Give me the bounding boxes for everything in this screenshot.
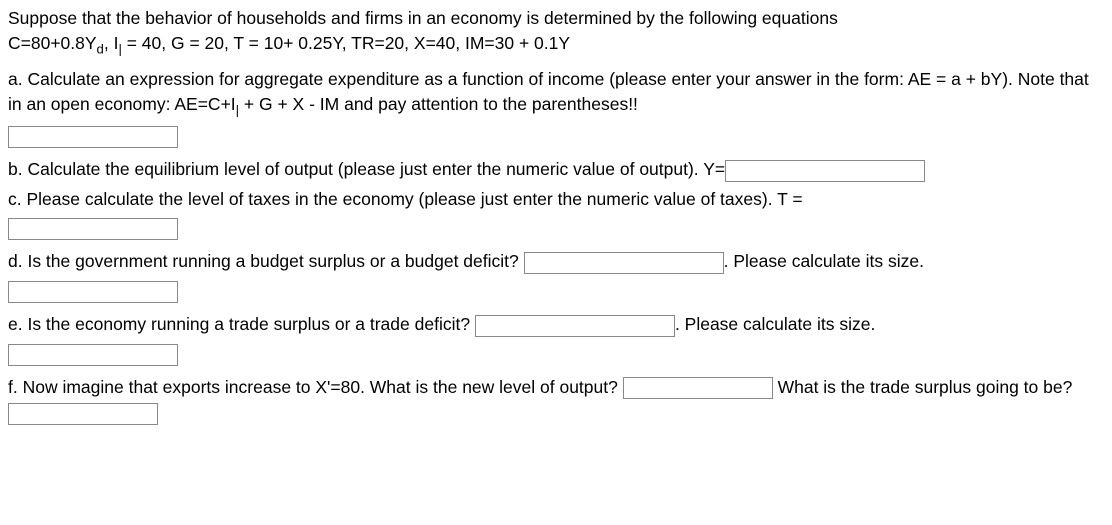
question-e-answer-row: [8, 341, 1104, 366]
question-a: a. Calculate an expression for aggregate…: [8, 67, 1104, 120]
answer-input-c[interactable]: [8, 218, 178, 240]
question-b: b. Calculate the equilibrium level of ou…: [8, 157, 1104, 182]
answer-input-d2[interactable]: [8, 281, 178, 303]
question-f-text1: f. Now imagine that exports increase to …: [8, 377, 623, 397]
question-d-text1: d. Is the government running a budget su…: [8, 251, 524, 271]
question-d-answer-row: [8, 279, 1104, 304]
question-a-text2: + G + X - IM and pay attention to the pa…: [239, 94, 638, 114]
answer-input-f2[interactable]: [8, 403, 158, 425]
question-c: c. Please calculate the level of taxes i…: [8, 187, 1104, 212]
question-e: e. Is the economy running a trade surplu…: [8, 312, 1104, 337]
question-f-text2: What is the trade surplus going to be?: [773, 377, 1073, 397]
question-d: d. Is the government running a budget su…: [8, 249, 1104, 274]
question-c-answer-row: [8, 216, 1104, 241]
question-a-answer-row: [8, 124, 1104, 149]
answer-input-d1[interactable]: [524, 252, 724, 274]
intro-line1: Suppose that the behavior of households …: [8, 8, 838, 28]
question-d-text2: . Please calculate its size.: [724, 251, 924, 271]
question-e-text2: . Please calculate its size.: [675, 314, 875, 334]
question-e-text1: e. Is the economy running a trade surplu…: [8, 314, 475, 334]
intro-eq-pre: C=80+0.8Y: [8, 33, 97, 53]
answer-input-e2[interactable]: [8, 344, 178, 366]
question-c-text: c. Please calculate the level of taxes i…: [8, 189, 803, 209]
question-f: f. Now imagine that exports increase to …: [8, 375, 1104, 426]
answer-input-a[interactable]: [8, 126, 178, 148]
intro-eq-rest: = 40, G = 20, T = 10+ 0.25Y, TR=20, X=40…: [122, 33, 570, 53]
answer-input-e1[interactable]: [475, 315, 675, 337]
intro-eq-mid: , I: [104, 33, 119, 53]
question-b-text: b. Calculate the equilibrium level of ou…: [8, 159, 725, 179]
subscript-d: d: [97, 42, 104, 57]
answer-input-f1[interactable]: [623, 377, 773, 399]
answer-input-b[interactable]: [725, 160, 925, 182]
intro-paragraph: Suppose that the behavior of households …: [8, 6, 1104, 59]
